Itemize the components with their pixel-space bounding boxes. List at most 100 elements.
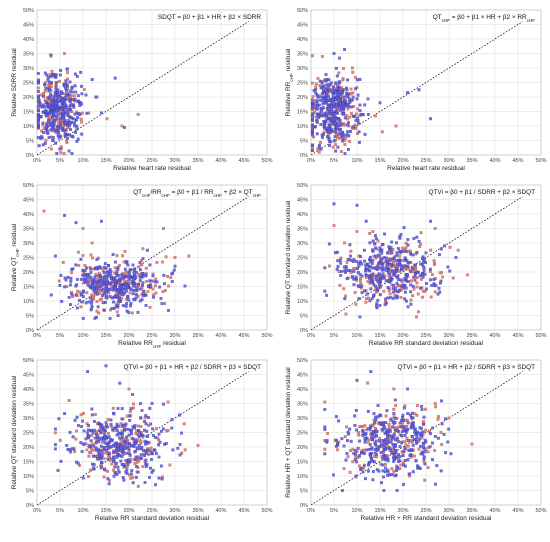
data-point xyxy=(348,427,352,431)
data-point xyxy=(372,412,376,416)
data-point xyxy=(363,248,366,252)
data-point xyxy=(342,467,346,470)
data-point xyxy=(75,429,78,433)
data-point xyxy=(117,288,121,291)
data-point xyxy=(407,439,411,443)
data-point xyxy=(109,269,113,273)
identity-line xyxy=(36,371,249,506)
data-point xyxy=(102,287,106,291)
data-point xyxy=(48,87,52,91)
data-point xyxy=(335,250,339,254)
data-point xyxy=(386,286,390,289)
data-point xyxy=(336,448,339,452)
data-point xyxy=(68,303,72,307)
y-tick-label: 15% xyxy=(297,110,308,116)
data-point xyxy=(385,409,389,413)
data-point xyxy=(147,285,150,288)
data-point xyxy=(139,402,142,406)
data-point xyxy=(393,398,397,402)
data-point xyxy=(406,305,410,309)
data-point xyxy=(137,434,141,438)
data-point xyxy=(102,292,106,296)
data-point xyxy=(363,132,367,136)
data-point xyxy=(368,443,372,447)
data-point xyxy=(388,446,392,450)
data-point xyxy=(125,435,129,439)
data-point xyxy=(45,73,49,77)
data-point xyxy=(63,276,67,280)
x-tick-label: 25% xyxy=(420,158,431,164)
y-tick-label: 50% xyxy=(297,183,308,189)
data-point xyxy=(94,267,98,271)
data-point xyxy=(379,442,383,446)
data-point xyxy=(105,294,109,298)
x-tick-label: 20% xyxy=(397,158,408,164)
data-point xyxy=(376,298,380,302)
data-point xyxy=(391,449,395,452)
y-tick-label: 40% xyxy=(23,212,34,218)
y-tick-label: 0% xyxy=(300,503,308,509)
data-point xyxy=(125,441,129,445)
data-point xyxy=(337,80,341,84)
data-point xyxy=(54,80,58,84)
x-tick-label: 20% xyxy=(397,508,408,514)
data-point xyxy=(376,287,380,291)
data-point xyxy=(85,291,89,295)
y-axis-label: Relative QTcHF residual xyxy=(11,223,20,291)
data-point xyxy=(80,84,84,88)
data-point xyxy=(127,459,131,463)
data-point xyxy=(330,109,333,113)
data-point xyxy=(66,275,70,279)
data-point xyxy=(395,429,399,433)
data-point xyxy=(71,435,75,439)
data-point xyxy=(77,99,81,103)
data-point xyxy=(394,404,398,407)
data-point xyxy=(161,290,165,294)
data-point xyxy=(143,419,146,423)
data-point xyxy=(423,407,427,411)
data-point xyxy=(370,452,374,455)
y-tick-label: 25% xyxy=(297,81,308,87)
data-point xyxy=(56,468,60,472)
data-point xyxy=(157,432,161,436)
data-point xyxy=(378,266,382,270)
data-point xyxy=(93,420,96,423)
data-point xyxy=(340,489,344,492)
data-point xyxy=(101,428,105,431)
data-point xyxy=(129,429,133,433)
data-point xyxy=(162,427,165,431)
data-point xyxy=(355,229,359,233)
data-point xyxy=(104,364,108,368)
data-point xyxy=(334,415,338,419)
data-point xyxy=(49,293,53,297)
data-point xyxy=(374,267,378,271)
data-point xyxy=(354,127,358,131)
data-point xyxy=(50,111,54,115)
data-point xyxy=(407,444,410,448)
y-tick-label: 35% xyxy=(297,52,308,58)
data-point xyxy=(141,283,144,287)
data-point xyxy=(151,427,155,431)
data-point xyxy=(413,274,417,278)
data-point xyxy=(131,481,135,485)
data-point xyxy=(44,138,48,142)
data-point xyxy=(439,281,442,285)
data-point xyxy=(187,254,191,258)
data-point xyxy=(129,432,133,436)
data-point xyxy=(319,123,323,126)
x-tick-label: 35% xyxy=(192,158,203,164)
data-point xyxy=(118,454,121,457)
data-point xyxy=(53,431,57,435)
data-point xyxy=(126,263,130,267)
y-tick-label: 0% xyxy=(26,153,34,159)
data-point xyxy=(46,129,50,133)
data-point xyxy=(410,279,413,283)
data-point xyxy=(350,275,354,279)
data-point xyxy=(63,285,67,289)
data-point xyxy=(398,421,402,425)
data-point xyxy=(80,300,84,304)
data-point xyxy=(319,109,323,113)
data-point xyxy=(418,437,421,441)
data-point xyxy=(381,262,385,266)
